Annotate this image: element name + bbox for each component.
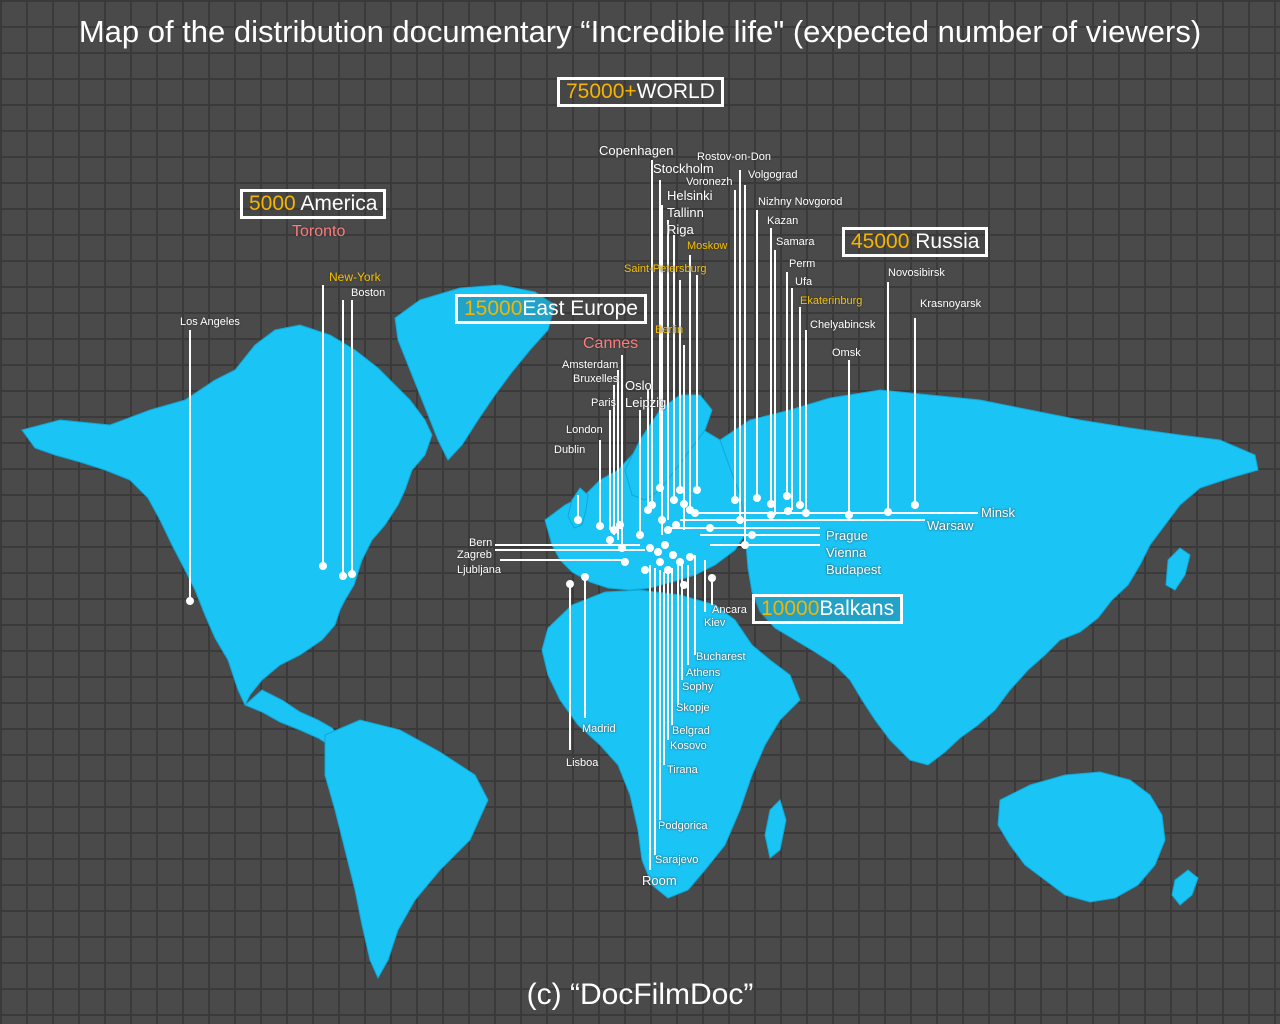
city-label-kosovo: Kosovo bbox=[670, 740, 707, 752]
city-label-skopje: Skopje bbox=[676, 702, 710, 714]
city-label-sarajevo: Sarajevo bbox=[655, 854, 699, 866]
city-label-copenhagen: Copenhagen bbox=[599, 143, 674, 158]
city-label-amsterdam: Amsterdam bbox=[562, 359, 619, 371]
region-world: 75000+WORLD bbox=[557, 77, 724, 107]
city-label-bucharest: Bucharest bbox=[696, 651, 746, 663]
city-label-nizhny-novgorod: Nizhny Novgorod bbox=[758, 196, 843, 208]
city-label-chelyabinsk: Chelyabincsk bbox=[810, 319, 876, 331]
city-points bbox=[186, 484, 919, 605]
city-label-budapest: Budapest bbox=[826, 562, 881, 577]
city-label-toronto: Toronto bbox=[292, 223, 346, 240]
region-russia-name: Russia bbox=[915, 230, 980, 253]
city-label-riga: Riga bbox=[667, 222, 694, 237]
copyright-credit: (c) “DocFilmDoc” bbox=[526, 978, 754, 1011]
city-label-perm: Perm bbox=[789, 258, 816, 270]
region-america-viewers: 5000 bbox=[249, 192, 296, 215]
city-label-tirana: Tirana bbox=[667, 764, 698, 776]
region-world-viewers: 75000+ bbox=[566, 80, 637, 103]
region-america: 5000 America bbox=[240, 189, 387, 219]
city-label-samara: Samara bbox=[776, 236, 815, 248]
south-america-shape bbox=[324, 719, 489, 980]
city-label-madrid: Madrid bbox=[582, 723, 616, 735]
city-label-krasnoyarsk: Krasnoyarsk bbox=[920, 298, 982, 310]
city-label-bern: Bern bbox=[469, 537, 493, 549]
region-america-name: America bbox=[300, 192, 378, 215]
region-russia-viewers: 45000 bbox=[851, 230, 910, 253]
city-label-rostov-on-don: Rostov-on-Don bbox=[697, 151, 771, 163]
region-east-europe-viewers: 15000 bbox=[464, 297, 523, 320]
leader-lines bbox=[189, 160, 978, 870]
city-label-belgrad: Belgrad bbox=[672, 725, 710, 737]
region-east-europe: 15000East Europe bbox=[455, 294, 647, 324]
city-label-volgograd: Volgograd bbox=[748, 169, 798, 181]
region-balkans-viewers: 10000 bbox=[761, 597, 820, 620]
city-label-london: London bbox=[566, 424, 603, 436]
city-label-voronezh: Voronezh bbox=[686, 176, 733, 188]
city-label-bruxelles: Bruxelles bbox=[573, 373, 619, 385]
africa-shape bbox=[541, 589, 801, 899]
city-label-tallinn: Tallinn bbox=[667, 205, 704, 220]
city-label-kiev: Kiev bbox=[704, 617, 726, 629]
city-label-cannes: Cannes bbox=[583, 335, 639, 352]
city-label-leipzig: Leipzig bbox=[625, 395, 667, 410]
city-label-sophy: Sophy bbox=[682, 681, 714, 693]
madagascar-shape bbox=[764, 799, 787, 859]
city-label-omsk: Omsk bbox=[832, 347, 861, 359]
city-label-zagreb: Zagreb bbox=[457, 549, 492, 561]
city-label-helsinki: Helsinki bbox=[667, 188, 713, 203]
continents bbox=[21, 284, 1259, 980]
city-label-new-york: New-York bbox=[329, 270, 381, 284]
city-label-warsaw: Warsaw bbox=[927, 518, 974, 533]
city-label-kazan: Kazan bbox=[767, 215, 799, 227]
city-label-vienna: Vienna bbox=[826, 545, 867, 560]
japan-shape bbox=[1165, 547, 1191, 591]
region-russia: 45000 Russia bbox=[842, 227, 989, 257]
city-label-ekaterinburg: Ekaterinburg bbox=[800, 295, 863, 307]
greenland-shape bbox=[394, 284, 556, 461]
city-label-lisboa: Lisboa bbox=[566, 757, 599, 769]
region-balkans-name: Balkans bbox=[819, 597, 895, 620]
region-world-name: WORLD bbox=[636, 80, 715, 103]
city-label-saint-petersburg: Saint-Petersburg bbox=[624, 263, 707, 275]
map-title: Map of the distribution documentary “Inc… bbox=[78, 14, 1202, 49]
region-east-europe-name: East Europe bbox=[522, 297, 638, 320]
australia-shape bbox=[997, 771, 1166, 903]
city-label-ancara: Ancara bbox=[712, 604, 747, 616]
city-label-minsk: Minsk bbox=[981, 505, 1015, 520]
city-label-los-angeles: Los Angeles bbox=[180, 316, 240, 328]
north-america-shape bbox=[21, 324, 433, 707]
city-label-boston: Boston bbox=[351, 287, 386, 299]
city-label-moskow: Moskow bbox=[687, 240, 728, 252]
city-label-podgorica: Podgorica bbox=[658, 820, 708, 832]
asia-shape bbox=[719, 389, 1259, 766]
city-label-berlin: Berlin bbox=[655, 324, 684, 336]
city-label-stockholm: Stockholm bbox=[653, 161, 714, 176]
city-label-novosibirsk: Novosibirsk bbox=[888, 267, 945, 279]
city-label-paris: Paris bbox=[591, 397, 617, 409]
city-label-prague: Prague bbox=[826, 528, 868, 543]
city-label-ljubljana: Ljubljana bbox=[457, 564, 502, 576]
city-label-room: Room bbox=[642, 873, 677, 888]
city-label-athens: Athens bbox=[686, 667, 721, 679]
new-zealand-shape bbox=[1171, 869, 1199, 906]
city-label-oslo: Oslo bbox=[625, 378, 652, 393]
city-label-ufa: Ufa bbox=[795, 276, 813, 288]
region-balkans: 10000Balkans bbox=[752, 594, 904, 624]
city-label-dublin: Dublin bbox=[554, 444, 586, 456]
